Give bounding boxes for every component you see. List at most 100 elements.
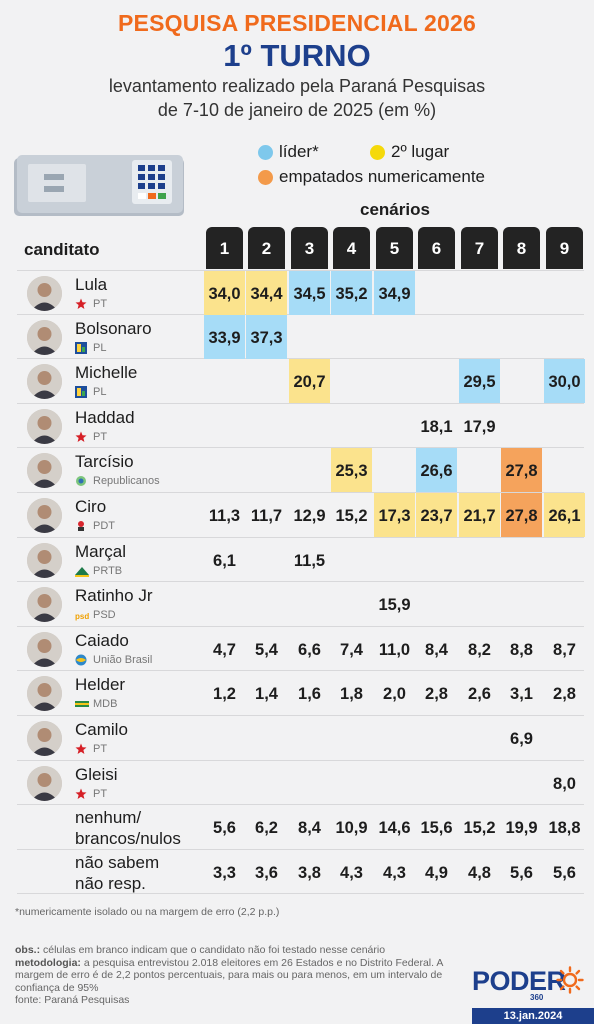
- value-cell: 11,0: [378, 640, 411, 659]
- star-icon: [75, 788, 87, 800]
- value-cell: 11,3: [208, 506, 241, 525]
- value-cell: 7,4: [340, 640, 363, 659]
- value-cell: 3,8: [298, 863, 321, 882]
- value-cell: [204, 448, 245, 492]
- value-cell: 6,2: [255, 819, 278, 838]
- value-cell: [544, 448, 585, 492]
- value-cell: [459, 761, 500, 805]
- value-cell: 2,8: [553, 685, 576, 704]
- avatar: [27, 364, 62, 400]
- star-icon: [75, 431, 87, 443]
- party-label: PDT: [75, 520, 115, 532]
- value-cell: 4,8: [468, 863, 491, 882]
- value-cell: [289, 582, 330, 626]
- party-label: Republicanos: [75, 475, 160, 487]
- value-cell: [204, 761, 245, 805]
- value-cell: [374, 761, 415, 805]
- value-cell: 8,0: [553, 774, 576, 793]
- scenarios-label: cenários: [360, 200, 430, 219]
- extra-label-line: brancos/nulos: [75, 829, 181, 849]
- value-cell: [459, 271, 500, 315]
- value-cell: 3,6: [255, 863, 278, 882]
- candidate-row: Helder MDB 1,2 1,4 1,6 1,8 2,0 2,8 2,6 3,1 2,8: [17, 671, 584, 716]
- value-cell: [204, 716, 245, 760]
- value-cell: [289, 404, 330, 448]
- avatar: [27, 497, 62, 533]
- value-cell: [416, 582, 457, 626]
- avatar: [27, 542, 62, 578]
- candidate-name: Ratinho Jr: [75, 586, 153, 606]
- party-label: psd PSD: [75, 609, 116, 621]
- value-cell: [459, 448, 500, 492]
- party-label: PT: [75, 788, 107, 800]
- description-line-2: de 7-10 de janeiro de 2025 (em %): [157, 100, 437, 120]
- value-cell: 5,4: [255, 640, 278, 659]
- party-name: PSD: [93, 609, 116, 622]
- results-table: Lula PT 34,0 34,4 34,5 35,2 34,9 Bolsonaro PL 33,…: [17, 270, 585, 895]
- value-cell: [331, 761, 372, 805]
- header: PESQUISA PRESIDENCIAL 2026 1º TURNO leva…: [0, 0, 594, 121]
- value-cell: [374, 716, 415, 760]
- value-cell: [459, 538, 500, 582]
- value-cell: [246, 582, 287, 626]
- candidate-row: Camilo PT 6,9: [17, 716, 584, 761]
- value-cell: [501, 359, 542, 403]
- scenario-tab-1: 1: [206, 227, 243, 269]
- value-cell: 4,7: [213, 640, 236, 659]
- pdt-icon: [75, 520, 87, 532]
- source-text: fonte: Paraná Pesquisas: [15, 994, 130, 1007]
- value-cell: 1,6: [298, 685, 321, 704]
- value-cell: 8,7: [553, 640, 576, 659]
- candidate-row: Lula PT 34,0 34,4 34,5 35,2 34,9: [17, 270, 584, 315]
- avatar: [27, 765, 62, 801]
- value-cell: [204, 359, 245, 403]
- value-cell: [544, 582, 585, 626]
- value-cell: 3,1: [510, 685, 533, 704]
- candidate-row: Ratinho Jr psd PSD 15,9: [17, 582, 584, 627]
- value-cell: 8,4: [298, 819, 321, 838]
- avatar: [27, 276, 62, 311]
- value-cell: 6,6: [298, 640, 321, 659]
- scenario-tab-4: 4: [333, 227, 370, 269]
- value-cell: [289, 716, 330, 760]
- scenario-tab-8: 8: [503, 227, 540, 269]
- party-name: PT: [93, 787, 108, 800]
- value-cell: 15,9: [378, 596, 411, 615]
- value-cell: [501, 271, 542, 315]
- value-cell: [374, 448, 415, 492]
- value-cell: [204, 582, 245, 626]
- value-cell: [374, 404, 415, 448]
- extra-row-label: não sabem não resp.: [75, 852, 159, 894]
- value-cell: 4,3: [383, 863, 406, 882]
- legend-item-second: 2º lugar: [370, 142, 449, 162]
- tie-dot-icon: [258, 169, 273, 185]
- value-cell: 34,9: [374, 271, 415, 315]
- value-cell: [331, 582, 372, 626]
- party-name: PT: [93, 430, 108, 443]
- party-label: PT: [75, 743, 107, 755]
- value-cell: 10,9: [335, 819, 368, 838]
- value-cell: 33,9: [204, 314, 245, 359]
- value-cell: [331, 538, 372, 582]
- logo-text: PODER: [472, 966, 566, 996]
- value-cell: 4,9: [425, 863, 448, 882]
- candidate-row: Bolsonaro PL 33,9 37,3: [17, 314, 584, 360]
- extra-row-label: nenhum/brancos/nulos: [75, 807, 181, 849]
- scenario-tab-3: 3: [291, 227, 328, 269]
- pl-icon: [75, 341, 87, 354]
- value-cell: 3,3: [213, 863, 236, 882]
- value-cell: [246, 538, 287, 582]
- party-name: PT: [93, 742, 108, 755]
- value-cell: 14,6: [378, 819, 411, 838]
- value-cell: [331, 716, 372, 760]
- value-cell: 20,7: [289, 359, 330, 404]
- value-cell: [331, 404, 372, 448]
- candidate-name: Michelle: [75, 363, 138, 383]
- value-cell: [374, 538, 415, 582]
- republicanos-icon: [75, 475, 87, 487]
- value-cell: [416, 359, 457, 403]
- mdb-icon: [75, 698, 89, 710]
- avatar: [27, 319, 62, 355]
- value-cell: 8,4: [425, 640, 448, 659]
- extra-label-line: não sabem: [75, 852, 160, 872]
